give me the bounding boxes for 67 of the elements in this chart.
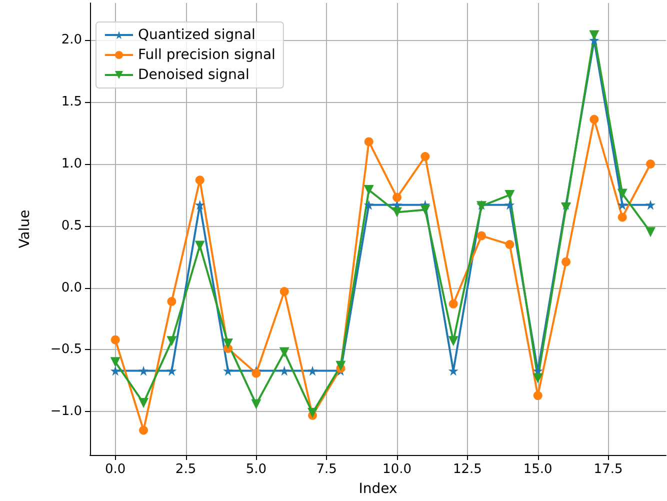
- point: [532, 373, 543, 384]
- x-tick-label: 15.0: [523, 462, 552, 477]
- point: [477, 231, 486, 240]
- y-tick-label: −1.0: [50, 404, 82, 420]
- y-tick-label: 2.0: [61, 32, 82, 48]
- point: [504, 200, 515, 210]
- point: [504, 190, 515, 200]
- point: [251, 399, 262, 410]
- point: [194, 200, 205, 210]
- point: [166, 366, 177, 376]
- point: [533, 391, 542, 400]
- x-tick-label: 10.0: [382, 462, 412, 477]
- point: [110, 366, 120, 376]
- x-tick-label: 0.0: [105, 462, 126, 477]
- point: [110, 357, 120, 368]
- point: [505, 240, 514, 249]
- y-tick-label: 0.5: [61, 218, 82, 234]
- point: [562, 257, 571, 266]
- point: [167, 296, 176, 306]
- point: [618, 212, 627, 222]
- point: [195, 176, 204, 185]
- point: [646, 159, 656, 168]
- legend-label: Denoised signal: [138, 67, 250, 83]
- point: [420, 204, 430, 215]
- y-tick-label: 1.5: [61, 94, 82, 110]
- point: [590, 114, 599, 124]
- point: [364, 137, 374, 146]
- y-axis-title: Value: [17, 210, 33, 248]
- point: [138, 366, 149, 376]
- point: [448, 336, 458, 346]
- x-tick-label: 17.5: [594, 462, 623, 477]
- legend-label: Quantized signal: [138, 27, 256, 43]
- point: [279, 366, 290, 376]
- point: [448, 299, 458, 308]
- point: [308, 366, 318, 376]
- point: [420, 152, 430, 162]
- point: [646, 200, 656, 210]
- point: [194, 240, 205, 251]
- point: [392, 207, 402, 218]
- x-axis-title: Index: [358, 481, 398, 497]
- point: [561, 202, 572, 212]
- point: [110, 335, 120, 344]
- point: [166, 336, 177, 346]
- point: [646, 227, 656, 238]
- point: [336, 360, 346, 371]
- point: [392, 192, 402, 202]
- y-tick-label: 1.0: [61, 156, 82, 172]
- point: [364, 184, 374, 195]
- x-tick-label: 12.5: [452, 462, 482, 477]
- legend-label: Full precision signal: [138, 47, 276, 63]
- point: [252, 368, 261, 378]
- point: [139, 426, 148, 435]
- point: [364, 200, 374, 210]
- y-tick-label: −0.5: [50, 342, 82, 358]
- point: [617, 188, 628, 199]
- point: [308, 408, 318, 418]
- x-tick-label: 2.5: [175, 462, 196, 477]
- x-tick-label: 5.0: [246, 462, 267, 477]
- point: [223, 338, 234, 349]
- y-tick-label: 0.0: [61, 280, 82, 296]
- point: [617, 200, 628, 210]
- point: [138, 398, 149, 408]
- point: [280, 287, 289, 296]
- x-tick-label: 7.5: [316, 462, 337, 477]
- point: [223, 366, 234, 376]
- point: [279, 347, 290, 358]
- point: [589, 30, 600, 40]
